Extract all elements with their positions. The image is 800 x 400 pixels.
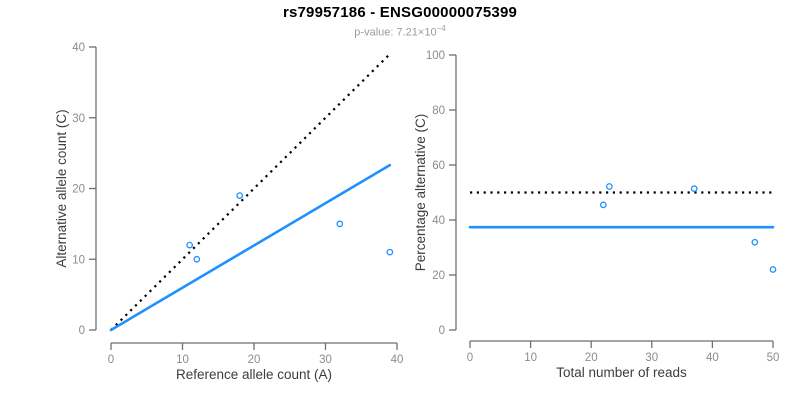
data-point xyxy=(236,192,244,199)
allele-counts-plot: 0 10 20 30 40 0 10 20 30 40 Reference allele count… xyxy=(54,42,403,382)
x-tick-label: 0 xyxy=(467,352,473,364)
data-point xyxy=(336,220,344,228)
y-tick-label: 80 xyxy=(432,105,445,117)
y-axis-label: Alternative allele count (C) xyxy=(54,109,69,267)
y-tick-label: 30 xyxy=(72,113,85,125)
fit-line xyxy=(109,163,392,332)
x-tick-label: 20 xyxy=(585,352,598,364)
x-tick-label: 10 xyxy=(524,352,537,364)
data-point xyxy=(186,241,193,249)
x-axis-label: Reference allele count (A) xyxy=(176,367,332,382)
figure-title: rs79957186 - ENSG00000075399 xyxy=(282,4,518,21)
x-tick-label: 40 xyxy=(391,354,404,366)
y-tick-label: 20 xyxy=(72,184,85,196)
data-point xyxy=(606,183,613,190)
y-tick-label: 60 xyxy=(432,160,445,172)
identity-line xyxy=(110,53,391,331)
y-tick-label: 0 xyxy=(439,325,445,337)
x-tick-label: 40 xyxy=(706,352,719,364)
data-point xyxy=(386,248,394,256)
x-tick-label: 10 xyxy=(176,354,189,366)
p-value-subtitle: p-value: 7.21×10−4 xyxy=(0,24,800,39)
y-tick-label: 20 xyxy=(432,270,445,282)
data-point xyxy=(751,238,759,246)
x-axis-label: Total number of reads xyxy=(556,365,687,380)
p-value-exponent: −4 xyxy=(436,24,446,33)
x-tick-label: 20 xyxy=(248,354,261,366)
x-tick-label: 0 xyxy=(108,354,114,366)
figure-header: rs79957186 - ENSG00000075399 p-value: 7.… xyxy=(0,4,800,39)
y-tick-label: 40 xyxy=(72,42,85,54)
y-tick-label: 40 xyxy=(432,215,445,227)
data-point xyxy=(193,255,201,263)
x-tick-label: 50 xyxy=(767,352,780,364)
y-tick-label: 10 xyxy=(72,254,85,266)
x-tick-label: 30 xyxy=(319,354,332,366)
y-tick-label: 0 xyxy=(79,325,85,337)
percentage-alternative-plot: 0 20 40 60 80 100 0 10 20 30 40 50 Total number of r… xyxy=(413,50,779,380)
data-point xyxy=(769,266,777,273)
data-point xyxy=(599,201,607,209)
y-axis-label: Percentage alternative (C) xyxy=(413,114,428,272)
data-point xyxy=(690,185,698,192)
y-tick-label: 100 xyxy=(426,50,445,62)
x-tick-label: 30 xyxy=(645,352,658,364)
p-value-text: p-value: 7.21×10 xyxy=(354,26,437,39)
